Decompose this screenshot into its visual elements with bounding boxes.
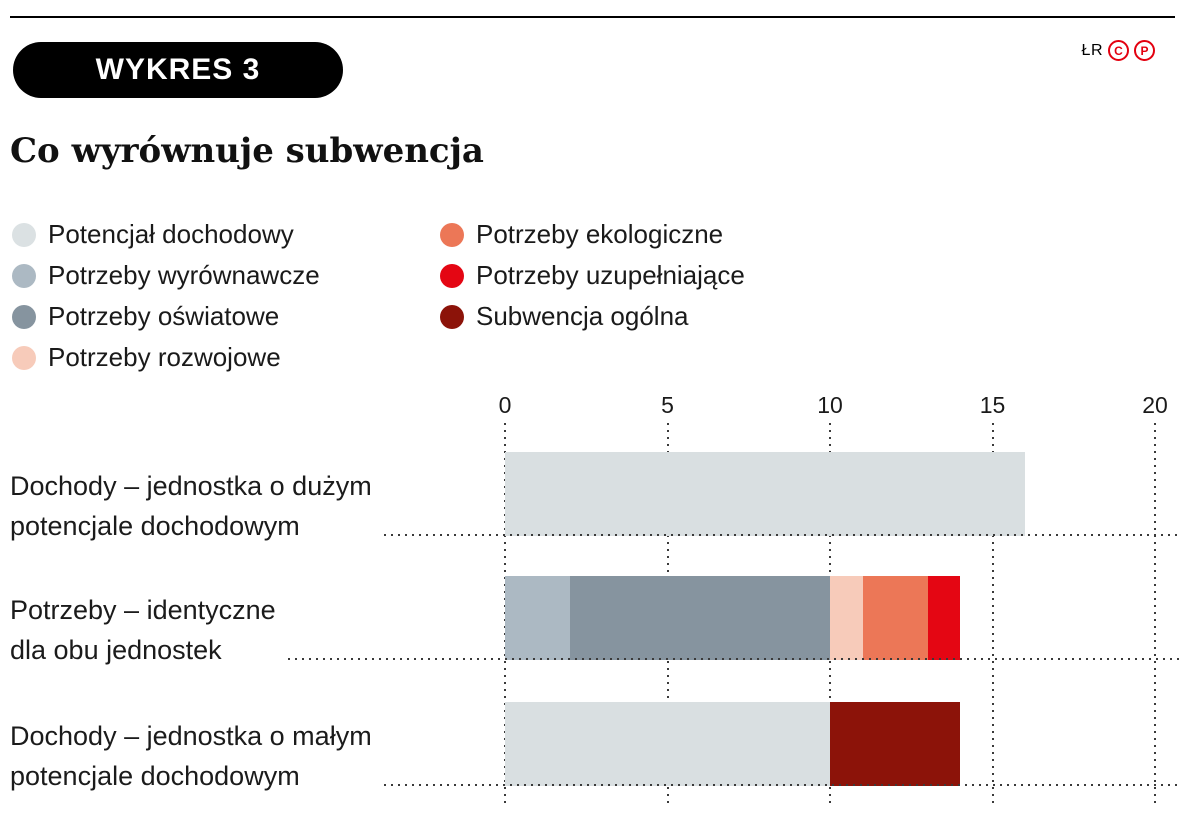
x-gridline — [1154, 423, 1156, 806]
bar-segment — [505, 576, 570, 660]
legend-item: Potencjał dochodowy — [12, 214, 320, 255]
legend-label: Potrzeby wyrównawcze — [48, 260, 320, 290]
category-label: Dochody – jednostka o małym potencjale do… — [10, 716, 372, 796]
legend-swatch-icon — [440, 263, 464, 288]
x-tick-label: 10 — [817, 392, 843, 418]
legend-item: Potrzeby oświatowe — [12, 296, 320, 337]
category-label-line: Dochody – jednostka o małym — [10, 721, 372, 751]
page-title: Co wyrównuje subwencja — [10, 131, 484, 171]
legend-label: Subwencja ogólna — [476, 301, 689, 331]
dotted-leader — [384, 784, 1180, 786]
x-tick-label: 15 — [979, 392, 1006, 418]
category-label-line: Dochody – jednostka o dużym — [10, 471, 372, 501]
legend-swatch-icon — [440, 222, 464, 247]
bar-segment — [862, 576, 928, 660]
x-tick-label: 5 — [661, 392, 674, 418]
category-label: Dochody – jednostka o dużym potencjale do… — [10, 466, 372, 546]
legend-item: Potrzeby wyrównawcze — [12, 255, 320, 296]
legend-column-left: Potencjał dochodowy Potrzeby wyrównawcze P… — [12, 214, 320, 378]
legend-label: Potrzeby oświatowe — [48, 301, 280, 331]
legend-swatch-icon — [440, 304, 464, 329]
category-label-line: potencjale dochodowym — [10, 511, 300, 541]
bar-segment — [505, 702, 830, 786]
bar-segment — [505, 452, 1025, 536]
bar-segment — [570, 576, 830, 660]
bar-segment — [830, 702, 960, 786]
legend-label: Potrzeby uzupełniające — [476, 260, 745, 290]
category-label: Potrzeby – identyczne dla obu jednostek — [10, 590, 276, 670]
legend-swatch-icon — [12, 222, 36, 247]
x-tick-label: 0 — [498, 392, 512, 418]
author-brand: ŁR C P — [1082, 40, 1155, 61]
legend-item: Potrzeby rozwojowe — [12, 337, 320, 378]
category-label-line: Potrzeby – identyczne — [10, 595, 276, 625]
legend-column-right: Potrzeby ekologiczne Potrzeby uzupełniają… — [440, 214, 745, 337]
legend-item: Subwencja ogólna — [440, 296, 745, 337]
x-gridline — [991, 423, 994, 806]
legend-swatch-icon — [12, 304, 36, 329]
legend-item: Potrzeby ekologiczne — [440, 214, 745, 255]
legend-label: Potrzeby ekologiczne — [476, 219, 724, 249]
x-tick-label: 20 — [1142, 392, 1168, 418]
top-rule — [10, 16, 1175, 18]
bar-segment — [830, 576, 863, 660]
dotted-leader — [288, 658, 1180, 660]
chart-number-badge: WYKRES 3 — [13, 42, 343, 98]
category-label-line: potencjale dochodowym — [10, 761, 300, 791]
legend-label: Potrzeby rozwojowe — [48, 342, 281, 372]
copyright-c-icon: C — [1108, 40, 1129, 61]
bar-segment — [927, 576, 960, 660]
legend-item: Potrzeby uzupełniające — [440, 255, 745, 296]
author-initials: ŁR — [1081, 41, 1103, 59]
category-label-line: dla obu jednostek — [10, 635, 222, 665]
copyright-p-icon: P — [1134, 40, 1155, 61]
dotted-leader — [384, 534, 1180, 536]
legend-swatch-icon — [12, 345, 36, 370]
chart-number-badge-label: WYKRES 3 — [95, 53, 261, 86]
legend-label: Potencjał dochodowy — [48, 219, 294, 249]
legend-swatch-icon — [12, 263, 36, 288]
